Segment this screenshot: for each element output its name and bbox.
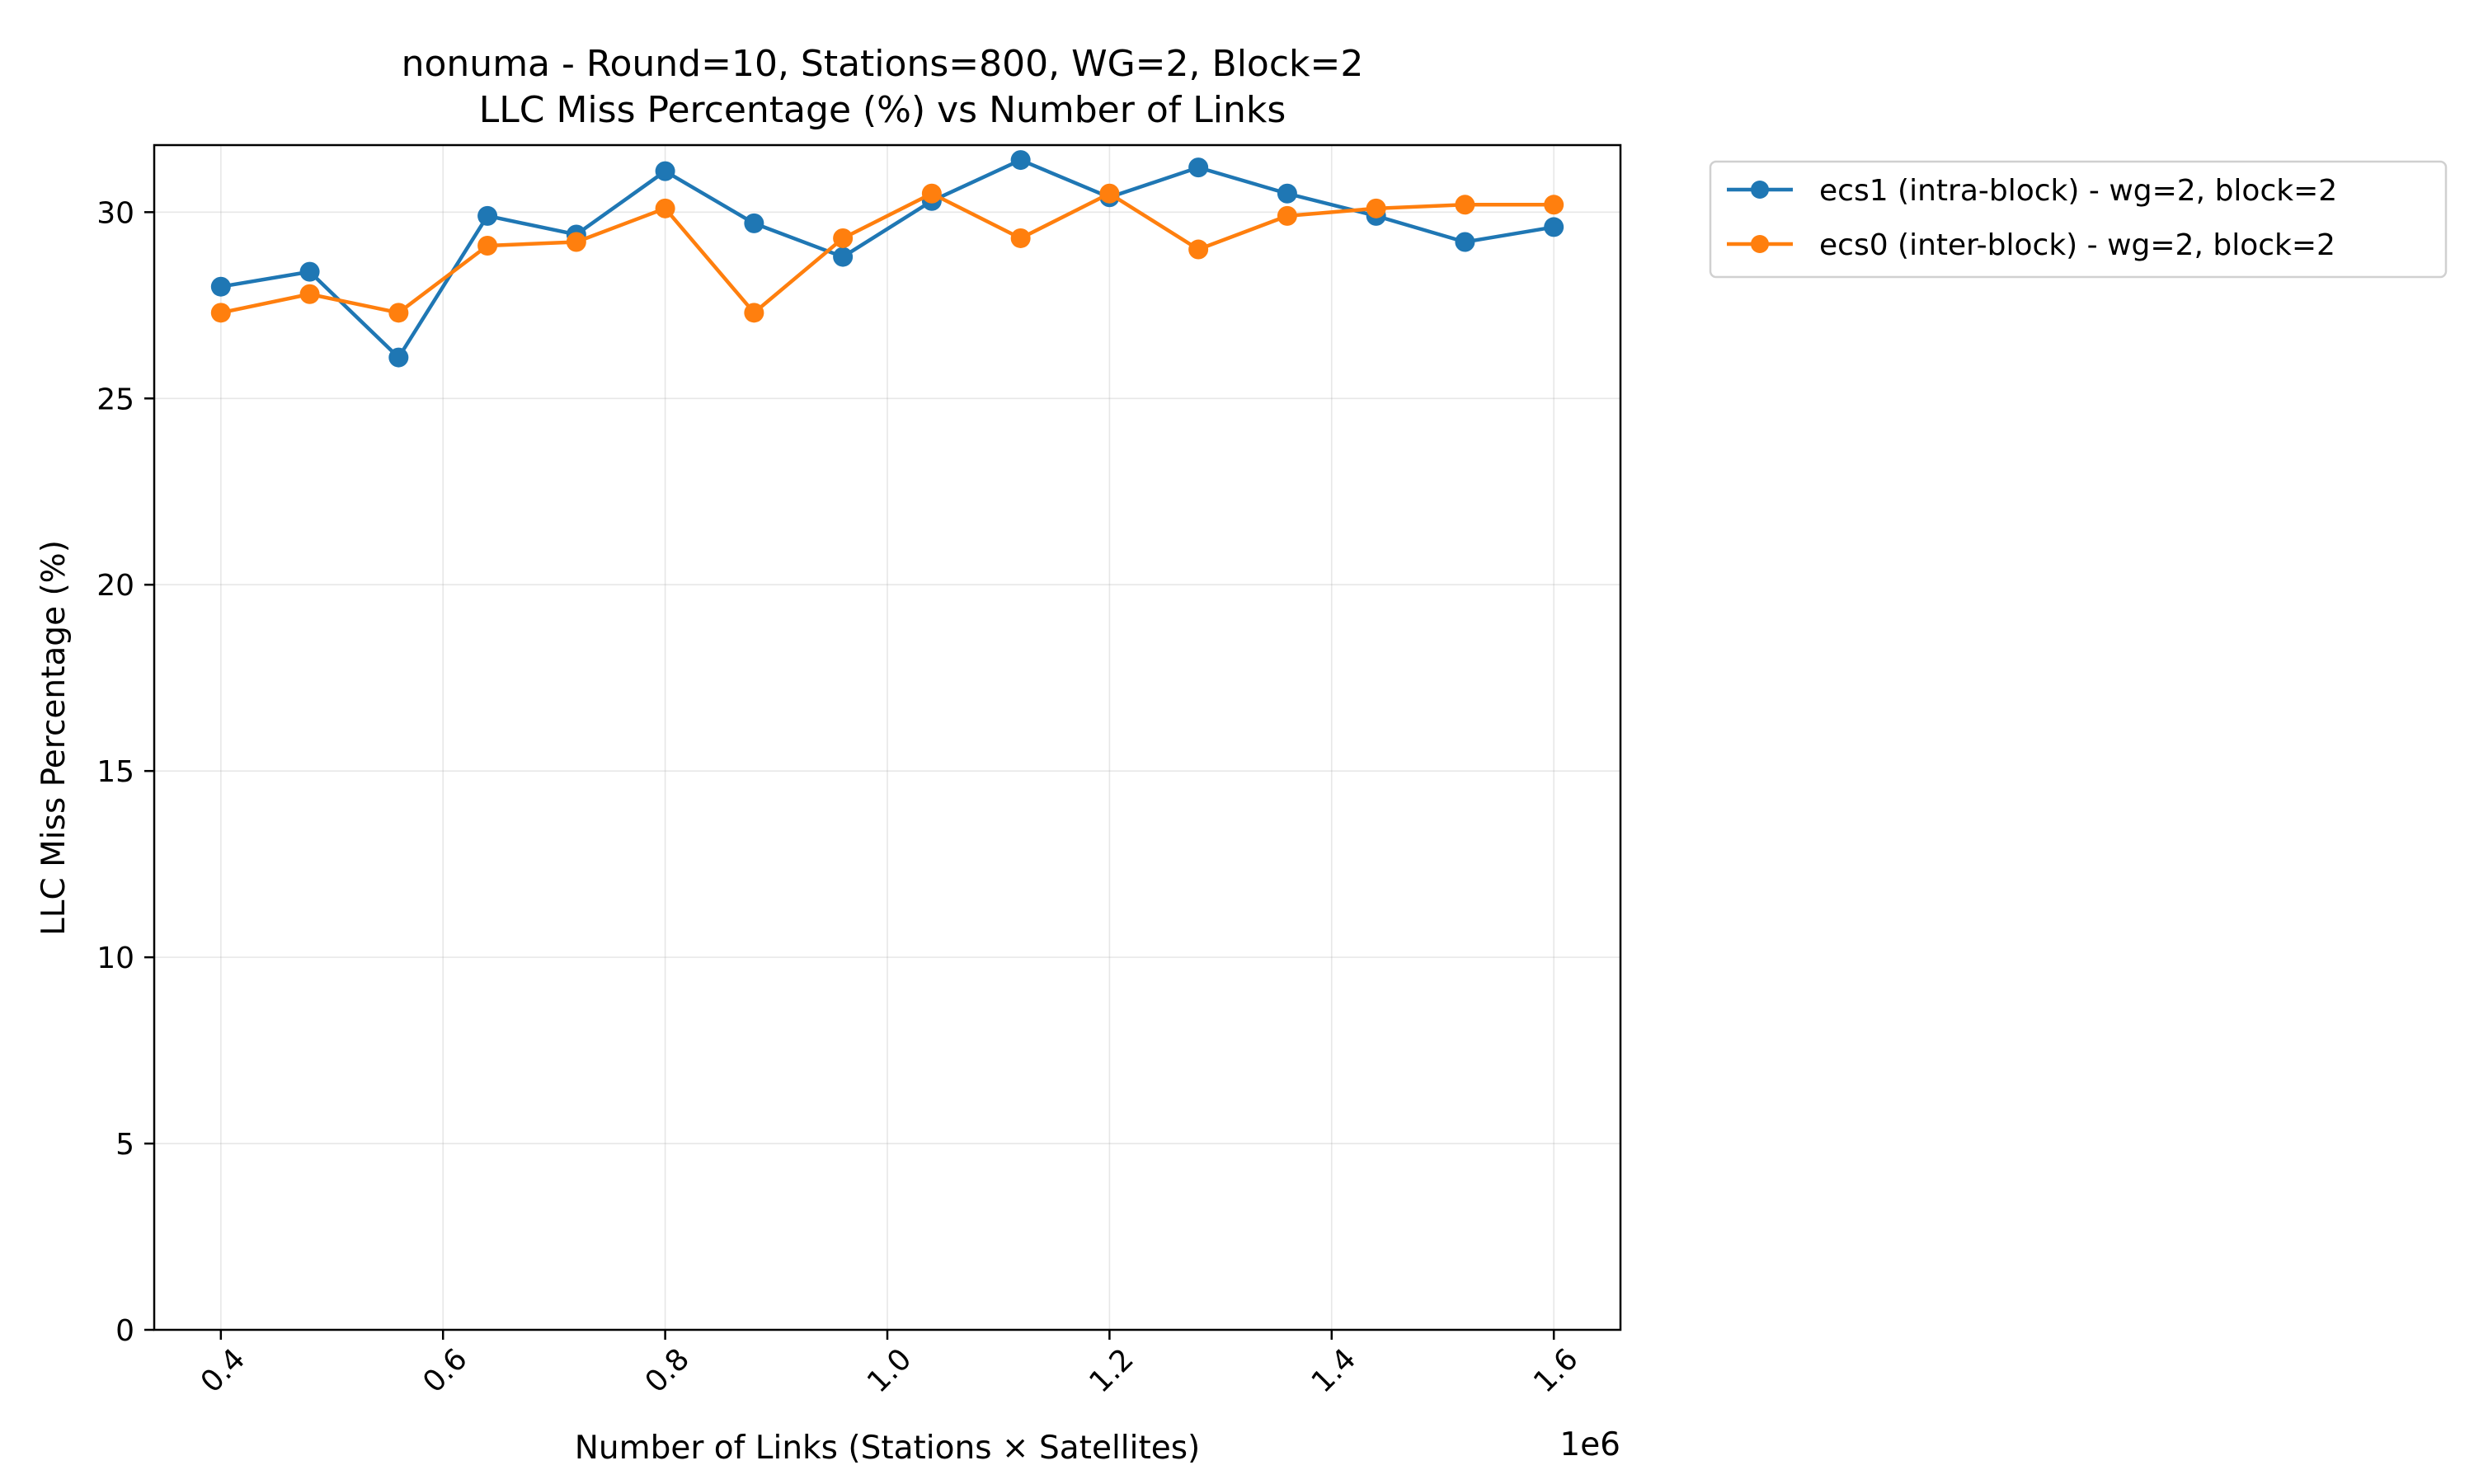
data-point xyxy=(1277,205,1297,226)
data-point xyxy=(1010,150,1031,171)
data-point xyxy=(655,198,675,218)
legend-ecs0-marker xyxy=(1751,235,1769,253)
data-point xyxy=(210,276,231,297)
data-point xyxy=(921,183,942,204)
y-tick-label: 5 xyxy=(115,1128,134,1162)
y-tick-label: 20 xyxy=(96,569,134,603)
x-tick-label: 1.6 xyxy=(1527,1342,1584,1399)
y-tick-label: 0 xyxy=(115,1314,134,1348)
data-point xyxy=(299,261,320,282)
chart-subtitle: LLC Miss Percentage (%) vs Number of Lin… xyxy=(479,89,1286,131)
data-point xyxy=(1455,195,1475,215)
x-tick-label: 1.0 xyxy=(861,1342,918,1399)
y-tick-label: 15 xyxy=(96,755,134,789)
legend-label-ecs0: ecs0 (inter-block) - wg=2, block=2 xyxy=(1819,228,2335,262)
legend: ecs1 (intra-block) - wg=2, block=2 ecs0 … xyxy=(1709,160,2448,279)
data-point xyxy=(1099,183,1120,204)
series-line xyxy=(220,157,1554,359)
x-tick-label: 0.6 xyxy=(416,1342,473,1399)
data-point xyxy=(477,205,498,226)
data-point xyxy=(744,213,764,233)
data-point xyxy=(744,303,764,323)
legend-frame xyxy=(1709,160,2448,279)
data-point xyxy=(210,303,231,323)
x-tick-label: 1.4 xyxy=(1305,1342,1362,1399)
y-axis-label: LLC Miss Percentage (%) xyxy=(35,540,73,936)
data-point xyxy=(477,236,498,256)
data-point xyxy=(1455,232,1475,252)
grid xyxy=(154,145,1620,1331)
series-line xyxy=(220,191,1554,315)
data-point xyxy=(566,232,586,252)
x-tick-label: 0.8 xyxy=(639,1342,696,1399)
data-point xyxy=(1366,198,1386,218)
x-axis-label: Number of Links (Stations × Satellites) xyxy=(575,1430,1201,1467)
series-layer xyxy=(210,150,1564,368)
data-point xyxy=(1188,157,1209,178)
legend-ecs1-marker xyxy=(1751,181,1769,199)
y-tick-label: 30 xyxy=(96,196,134,230)
data-point xyxy=(299,284,320,304)
x-tick-label: 0.4 xyxy=(195,1342,252,1399)
data-point xyxy=(1544,217,1564,237)
chart-title: nonuma - Round=10, Stations=800, WG=2, B… xyxy=(402,43,1364,85)
data-point xyxy=(388,347,409,368)
data-point xyxy=(1188,239,1209,260)
data-point xyxy=(833,228,854,248)
x-tick-label: 1.2 xyxy=(1083,1342,1140,1399)
y-axis: 0 5 10 15 20 25 30 xyxy=(96,196,154,1348)
x-axis-offset-text: 1e6 xyxy=(1559,1426,1620,1463)
data-point xyxy=(1544,195,1564,215)
data-point xyxy=(1010,228,1031,248)
data-point xyxy=(655,161,675,181)
legend-label-ecs1: ecs1 (intra-block) - wg=2, block=2 xyxy=(1819,174,2337,208)
data-point xyxy=(1277,183,1297,204)
series-ecs0 xyxy=(210,183,1564,323)
y-tick-label: 25 xyxy=(96,383,134,416)
x-axis: 0.4 0.6 0.8 1.0 1.2 1.4 1.6 xyxy=(195,1330,1585,1400)
y-tick-label: 10 xyxy=(96,942,134,975)
data-point xyxy=(388,303,409,323)
data-point xyxy=(833,247,854,267)
